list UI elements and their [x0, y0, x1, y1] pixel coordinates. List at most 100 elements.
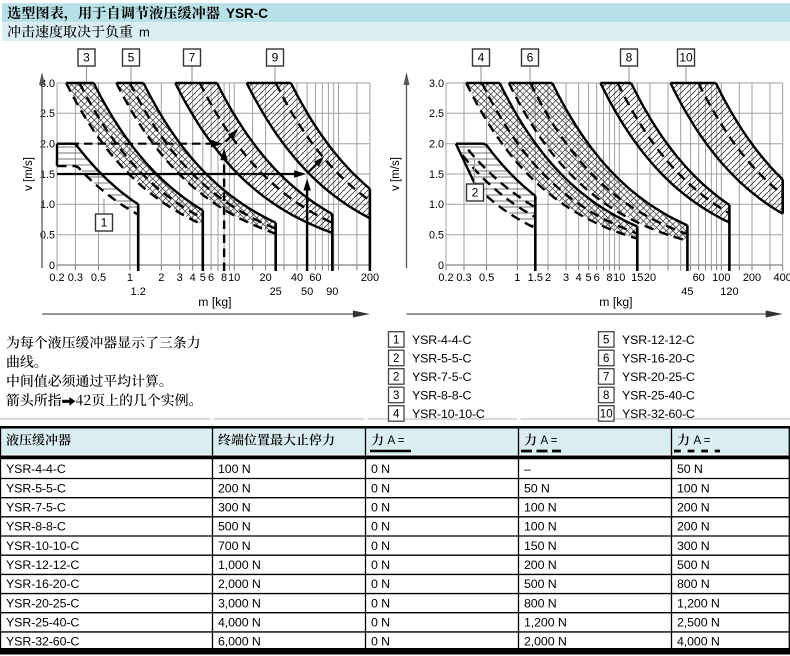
svg-text:A =: A =	[541, 435, 558, 447]
svg-text:0 N: 0 N	[371, 520, 390, 534]
svg-text:120: 120	[720, 286, 738, 298]
svg-text:3.0: 3.0	[429, 78, 444, 90]
svg-text:700 N: 700 N	[218, 539, 251, 553]
svg-text:YSR-5-5-C: YSR-5-5-C	[6, 481, 66, 495]
svg-text:4: 4	[576, 272, 582, 284]
svg-text:800 N: 800 N	[524, 596, 557, 610]
svg-text:YSR-32-60-C: YSR-32-60-C	[622, 407, 695, 421]
svg-text:50 N: 50 N	[524, 481, 550, 495]
svg-text:YSR-32-60-C: YSR-32-60-C	[6, 635, 79, 649]
svg-text:YSR-10-10-C: YSR-10-10-C	[412, 407, 485, 421]
svg-text:20: 20	[259, 272, 271, 284]
svg-text:1,000 N: 1,000 N	[218, 558, 261, 572]
svg-text:YSR-20-25-C: YSR-20-25-C	[6, 596, 79, 610]
svg-text:1.0: 1.0	[429, 199, 444, 211]
svg-text:2: 2	[545, 272, 551, 284]
svg-text:200 N: 200 N	[218, 481, 251, 495]
svg-text:0.3: 0.3	[456, 272, 471, 284]
svg-text:200 N: 200 N	[524, 558, 557, 572]
svg-text:1.0: 1.0	[40, 199, 55, 211]
svg-text:4: 4	[393, 409, 400, 421]
svg-text:0 N: 0 N	[371, 501, 390, 515]
svg-text:150 N: 150 N	[524, 539, 557, 553]
svg-text:0.5: 0.5	[91, 272, 106, 284]
svg-text:100 N: 100 N	[524, 501, 557, 515]
svg-text:0 N: 0 N	[371, 539, 390, 553]
svg-text:400: 400	[774, 272, 790, 284]
svg-text:6: 6	[208, 272, 214, 284]
svg-text:300 N: 300 N	[677, 539, 710, 553]
svg-text:1,200 N: 1,200 N	[524, 616, 567, 630]
svg-text:0.3: 0.3	[68, 272, 83, 284]
svg-text:v [m/s]: v [m/s]	[23, 157, 35, 191]
svg-text:7: 7	[603, 372, 609, 384]
svg-text:50 N: 50 N	[677, 462, 703, 476]
svg-text:2: 2	[472, 186, 479, 200]
svg-text:6: 6	[603, 353, 609, 365]
svg-text:9: 9	[272, 51, 279, 65]
svg-text:0: 0	[438, 260, 444, 272]
svg-text:0 N: 0 N	[371, 481, 390, 495]
svg-text:5: 5	[586, 272, 592, 284]
svg-text:20: 20	[644, 272, 656, 284]
svg-text:10: 10	[613, 272, 625, 284]
svg-text:YSR-8-8-C: YSR-8-8-C	[6, 520, 66, 534]
svg-text:YSR-16-20-C: YSR-16-20-C	[622, 351, 695, 365]
svg-text:2: 2	[393, 372, 399, 384]
svg-text:1: 1	[514, 272, 520, 284]
svg-text:10: 10	[228, 272, 240, 284]
svg-text:100 N: 100 N	[677, 481, 710, 495]
svg-text:500 N: 500 N	[218, 520, 251, 534]
svg-text:100 N: 100 N	[524, 520, 557, 534]
svg-text:0.5: 0.5	[479, 272, 494, 284]
svg-text:60: 60	[309, 272, 321, 284]
svg-text:3: 3	[563, 272, 569, 284]
svg-text:50: 50	[301, 286, 313, 298]
svg-text:0 N: 0 N	[371, 596, 390, 610]
svg-text:YSR-C: YSR-C	[226, 6, 268, 21]
svg-text:2: 2	[393, 353, 399, 365]
svg-text:45: 45	[681, 286, 693, 298]
svg-text:200: 200	[743, 272, 761, 284]
svg-text:1.5: 1.5	[528, 272, 543, 284]
svg-text:8: 8	[603, 390, 609, 402]
svg-text:YSR-25-40-C: YSR-25-40-C	[622, 388, 695, 402]
svg-text:4,000 N: 4,000 N	[677, 635, 720, 649]
svg-text:100: 100	[712, 272, 730, 284]
svg-text:300 N: 300 N	[218, 501, 251, 515]
svg-text:10: 10	[600, 409, 613, 421]
svg-text:YSR-8-8-C: YSR-8-8-C	[412, 388, 471, 402]
svg-text:100 N: 100 N	[218, 462, 251, 476]
svg-text:YSR-12-12-C: YSR-12-12-C	[622, 333, 695, 347]
svg-text:40: 40	[291, 272, 303, 284]
svg-text:YSR-7-5-C: YSR-7-5-C	[6, 501, 66, 515]
svg-text:1.5: 1.5	[429, 169, 444, 181]
svg-text:YSR-20-25-C: YSR-20-25-C	[622, 370, 695, 384]
svg-text:YSR-4-4-C: YSR-4-4-C	[6, 462, 66, 476]
svg-text:8: 8	[626, 51, 633, 65]
svg-text:5: 5	[200, 272, 206, 284]
svg-text:0 N: 0 N	[371, 577, 390, 591]
svg-text:m: m	[139, 25, 150, 40]
svg-text:2.5: 2.5	[40, 108, 55, 120]
svg-text:0.2: 0.2	[438, 272, 453, 284]
svg-text:1,200 N: 1,200 N	[677, 596, 720, 610]
svg-text:YSR-12-12-C: YSR-12-12-C	[6, 558, 79, 572]
svg-text:1.2: 1.2	[131, 286, 146, 298]
svg-text:m [kg]: m [kg]	[198, 295, 231, 309]
svg-text:8: 8	[221, 272, 227, 284]
svg-text:90: 90	[326, 286, 338, 298]
svg-text:2.0: 2.0	[40, 139, 55, 151]
svg-text:YSR-16-20-C: YSR-16-20-C	[6, 577, 79, 591]
svg-text:m [kg]: m [kg]	[599, 295, 632, 309]
svg-text:2.5: 2.5	[429, 108, 444, 120]
svg-text:10: 10	[679, 51, 693, 65]
svg-text:1: 1	[101, 216, 108, 230]
svg-text:2,500 N: 2,500 N	[677, 616, 720, 630]
svg-text:0 N: 0 N	[371, 462, 390, 476]
svg-text:200 N: 200 N	[677, 501, 710, 515]
svg-text:7: 7	[189, 51, 196, 65]
svg-text:200: 200	[361, 272, 379, 284]
svg-text:60: 60	[693, 272, 705, 284]
svg-text:A =: A =	[694, 435, 711, 447]
